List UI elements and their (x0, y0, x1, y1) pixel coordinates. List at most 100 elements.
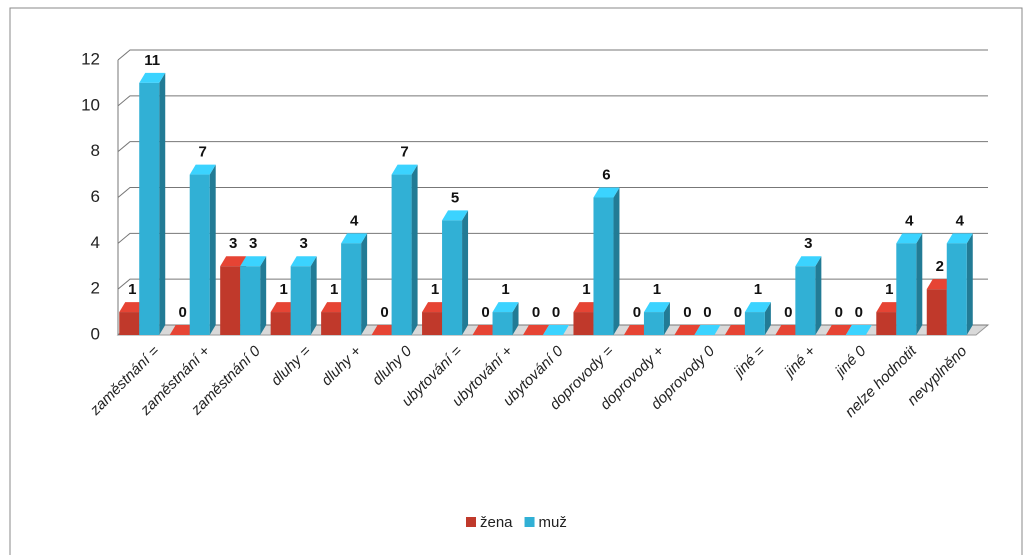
value-label: 0 (380, 304, 388, 321)
value-label: 1 (653, 281, 661, 298)
grid-line (117, 49, 988, 61)
value-label: 1 (885, 281, 893, 298)
bar-top (724, 325, 751, 335)
bar (391, 174, 412, 335)
bar-side (310, 256, 317, 335)
grid-line (117, 141, 988, 153)
grid-line (117, 278, 988, 290)
y-tick-label: 4 (91, 233, 100, 252)
value-label: 0 (683, 304, 691, 321)
bar-top (341, 233, 368, 244)
bar (139, 82, 160, 336)
bar (189, 174, 210, 335)
bar (744, 312, 765, 335)
value-label: 7 (199, 144, 207, 161)
value-label: 1 (279, 281, 287, 298)
legend-swatch (524, 517, 535, 527)
bar-side (764, 302, 771, 335)
value-label: 5 (451, 189, 459, 206)
grid-line (117, 95, 988, 107)
bar (270, 312, 291, 335)
value-label: 4 (350, 212, 359, 229)
bar-side (512, 302, 519, 335)
value-label: 4 (905, 212, 914, 229)
value-label: 0 (855, 304, 863, 321)
bar (946, 243, 967, 335)
chart-frame (9, 7, 1023, 560)
bar (896, 243, 917, 335)
bar (422, 312, 443, 335)
bar (321, 312, 342, 335)
bar-top (240, 256, 267, 267)
value-label: 0 (835, 304, 843, 321)
value-label: 3 (804, 235, 812, 252)
bar-top (744, 302, 771, 313)
value-label: 0 (784, 304, 792, 321)
bar-top (472, 325, 499, 335)
bar-top (825, 325, 852, 335)
value-label: 7 (400, 144, 408, 161)
bar-side (361, 233, 368, 335)
bar-side (916, 233, 923, 335)
bar (341, 243, 362, 335)
value-label: 1 (582, 281, 590, 298)
bar-top (220, 256, 247, 267)
bar-top (845, 325, 872, 335)
bar-top (422, 302, 449, 313)
y-tick-label: 8 (91, 141, 100, 160)
bar-top (371, 325, 398, 335)
bar-top (270, 302, 297, 313)
value-label: 0 (552, 304, 560, 321)
bar-top (492, 302, 519, 313)
bar-side (411, 164, 418, 335)
bar (643, 312, 664, 335)
bar-top (795, 256, 822, 267)
value-label: 1 (754, 281, 762, 298)
bar-top (169, 325, 196, 335)
value-label: 0 (734, 304, 742, 321)
value-label: 0 (532, 304, 540, 321)
value-label: 1 (431, 281, 439, 298)
bar-side (815, 256, 822, 335)
bar-side (663, 302, 670, 335)
bar-side (159, 72, 166, 336)
bar (220, 266, 241, 335)
bar-top (775, 325, 802, 335)
bar-side (260, 256, 267, 335)
bar-top (189, 164, 216, 175)
bar-top (623, 325, 650, 335)
bar-side (613, 187, 620, 335)
value-label: 0 (179, 304, 187, 321)
bar-top (946, 233, 973, 244)
bar-top (926, 279, 953, 290)
legend-label: muž (539, 514, 567, 531)
bar-top (442, 210, 469, 221)
bar-side (966, 233, 973, 335)
bar-top (523, 325, 549, 335)
bar (573, 312, 594, 335)
bar (593, 197, 614, 335)
bar-top (391, 164, 418, 175)
value-label: 6 (602, 166, 610, 183)
value-label: 3 (229, 235, 237, 252)
bar-top (876, 302, 903, 313)
bar-side (462, 210, 469, 335)
value-label: 2 (936, 258, 944, 275)
bar-top (573, 302, 600, 313)
bar (876, 312, 897, 335)
value-label: 11 (144, 52, 160, 69)
bar-top (896, 233, 923, 244)
legend-label: žena (480, 514, 513, 531)
bar (442, 220, 463, 335)
value-label: 3 (299, 235, 307, 252)
bar-top (119, 302, 146, 313)
bar (492, 312, 513, 335)
bar-side (209, 164, 216, 335)
bar (290, 266, 311, 335)
grid-line (117, 187, 988, 198)
value-label: 0 (481, 304, 489, 321)
bar (926, 289, 947, 335)
value-label: 0 (633, 304, 641, 321)
bar (119, 312, 140, 335)
